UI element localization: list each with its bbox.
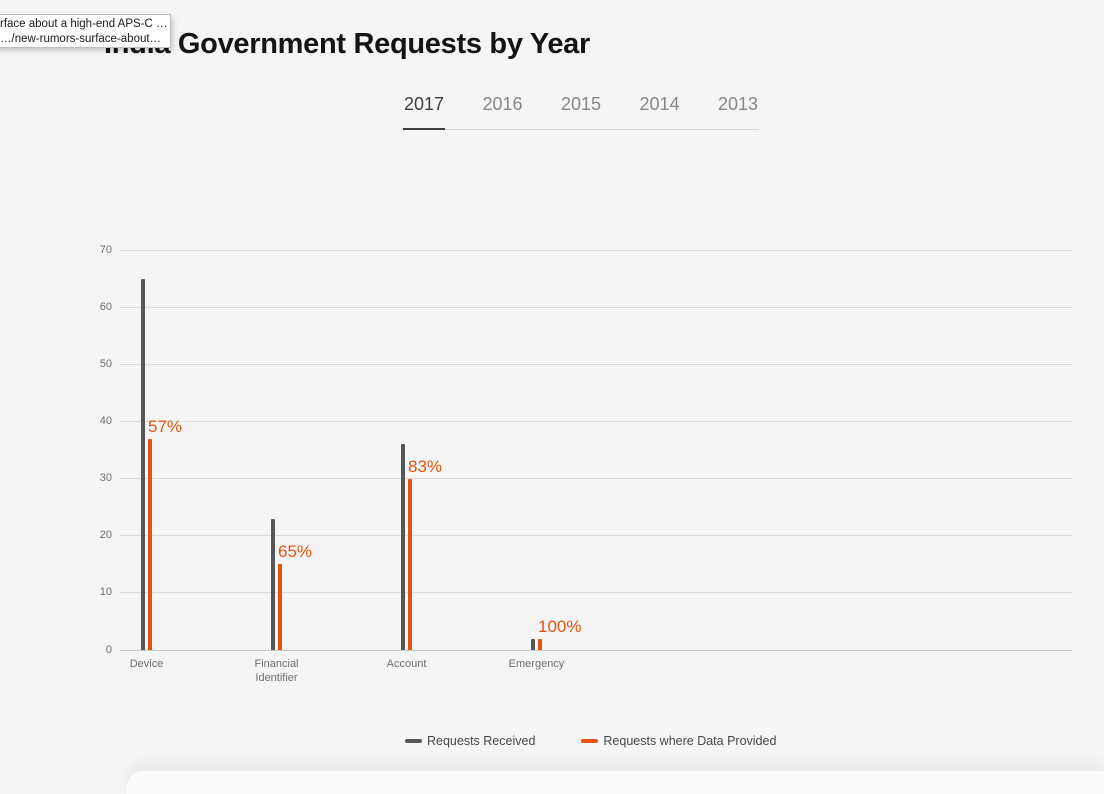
chart-legend: Requests Received Requests where Data Pro… (405, 734, 776, 748)
legend-label: Requests where Data Provided (603, 734, 777, 748)
page-title: India Government Requests by Year (104, 28, 590, 60)
bar-received-account (401, 444, 405, 650)
legend-item-provided: Requests where Data Provided (581, 734, 776, 748)
y-axis-tick-0: 0 (105, 643, 112, 656)
bar-received-emergency (531, 638, 535, 650)
legend-item-received: Requests Received (405, 734, 535, 748)
bar-provided-emergency (538, 638, 542, 650)
percent-label-device: 57% (148, 416, 183, 436)
y-axis-tick-20: 20 (99, 529, 112, 542)
y-axis-tick-60: 60 (99, 300, 112, 313)
bar-received-device (141, 278, 145, 650)
tab-2015[interactable]: 2015 (560, 94, 602, 114)
percent-label-account: 83% (408, 456, 443, 476)
x-axis-label-account: Account (386, 658, 427, 670)
percent-label-emergency: 100% (538, 616, 582, 636)
year-tabs: 2017 2016 2015 2014 2013 (403, 92, 759, 130)
x-axis-label-emergency: Emergency (508, 658, 565, 670)
y-axis-tick-30: 30 (99, 472, 112, 485)
bar-received-financial-identifier (271, 518, 275, 650)
y-axis-tick-50: 50 (99, 357, 112, 370)
gridline-20 (120, 535, 1072, 537)
legend-swatch-icon (581, 739, 599, 743)
gridline-50 (120, 363, 1072, 365)
y-axis-tick-70: 70 (99, 243, 112, 256)
gridline-60 (120, 306, 1072, 308)
tab-2014[interactable]: 2014 (639, 94, 680, 114)
link-tooltip-line1: rface about a high-end APS-C … (0, 18, 168, 30)
x-axis-label-device: Device (129, 658, 164, 670)
tab-2017[interactable]: 2017 (403, 92, 446, 130)
gridline-10 (120, 592, 1072, 594)
bar-provided-device (148, 438, 152, 650)
gridline-40 (120, 420, 1072, 422)
y-axis-tick-10: 10 (99, 586, 112, 599)
bottom-card-edge (127, 771, 1104, 794)
legend-swatch-icon (405, 739, 422, 743)
gridline-0 (120, 649, 1072, 651)
tab-2013[interactable]: 2013 (717, 94, 758, 114)
gridline-70 (120, 249, 1072, 251)
x-axis-label-financial-identifier: Financial Identifier (254, 658, 299, 684)
tab-2016[interactable]: 2016 (482, 94, 523, 114)
link-hover-tooltip: rface about a high-end APS-C … …/new-rum… (0, 14, 171, 48)
y-axis-tick-40: 40 (99, 414, 112, 427)
bar-provided-account (408, 478, 412, 650)
link-tooltip-line2: …/new-rumors-surface-about… (0, 32, 162, 45)
legend-label: Requests Received (427, 734, 536, 748)
percent-label-financial-identifier: 65% (278, 542, 313, 562)
bar-provided-financial-identifier (278, 564, 282, 650)
gridline-30 (120, 478, 1072, 480)
